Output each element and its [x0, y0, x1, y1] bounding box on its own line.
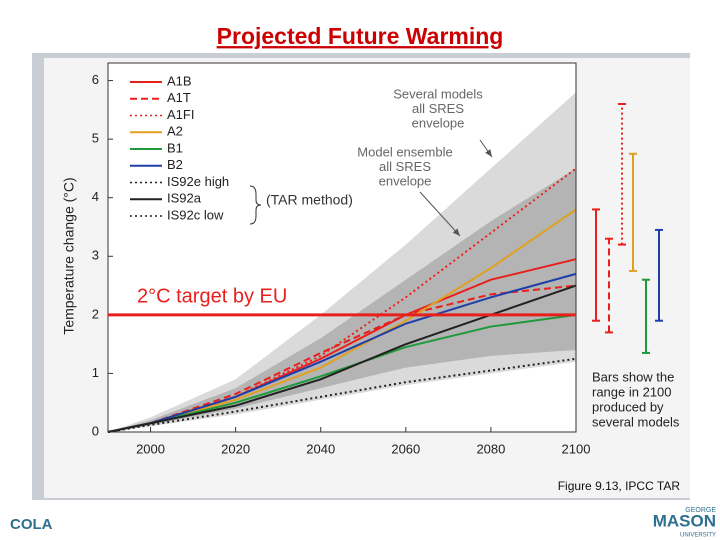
logo-left: COLA — [10, 516, 53, 533]
legend-label: IS92e high — [167, 174, 229, 189]
y-tick-label: 2 — [92, 306, 99, 321]
y-tick-label: 3 — [92, 248, 99, 263]
y-axis-label: Temperature change (°C) — [61, 177, 77, 334]
envelope-label: Model ensemble — [357, 144, 452, 159]
series-line — [107, 284, 577, 433]
y-tick-label: 5 — [92, 131, 99, 146]
logo-right-bottom: UNIVERSITY — [680, 533, 716, 539]
envelope-label: Several models — [393, 86, 483, 101]
envelope-label: all SRES — [412, 101, 464, 116]
series-line — [107, 357, 577, 433]
x-tick-label: 2040 — [306, 441, 335, 456]
envelope-label: envelope — [379, 173, 432, 188]
bracket — [249, 185, 262, 225]
legend-label: A1B — [167, 73, 192, 88]
range-note: produced by — [592, 399, 664, 414]
envelope-label: all SRES — [379, 159, 431, 174]
annotation-arrow — [419, 191, 461, 237]
y-tick-label: 6 — [92, 72, 99, 87]
arrow-head — [485, 149, 492, 157]
legend-label: IS92c low — [167, 207, 224, 222]
arrow-head — [452, 228, 460, 236]
x-tick-label: 2080 — [476, 441, 505, 456]
reference-label: 2°C target by EU — [137, 285, 287, 307]
legend-label: B2 — [167, 157, 183, 172]
logo-right-main: MASON — [653, 511, 716, 530]
plot — [107, 92, 577, 433]
y-tick-label: 1 — [92, 365, 99, 380]
range-note: several models — [592, 414, 680, 429]
slide-title: Projected Future Warming — [217, 23, 504, 49]
range-note: Bars show the — [592, 369, 674, 384]
x-tick-label: 2020 — [221, 441, 250, 456]
legend-label: A2 — [167, 124, 183, 139]
x-tick-label: 2000 — [136, 441, 165, 456]
plot-frame — [107, 62, 577, 433]
legend-label: B1 — [167, 140, 183, 155]
y-tick-label: 4 — [92, 189, 99, 204]
y-tick-label: 0 — [92, 423, 99, 438]
x-tick-label: 2060 — [391, 441, 420, 456]
legend-label: A1FI — [167, 107, 194, 122]
legend-label: IS92a — [167, 191, 202, 206]
legend-label: A1T — [167, 90, 191, 105]
bracket-label: (TAR method) — [266, 192, 353, 208]
range-note: range in 2100 — [592, 384, 672, 399]
envelope-label: envelope — [412, 115, 465, 130]
caption: Figure 9.13, IPCC TAR — [558, 479, 681, 493]
series-line — [107, 167, 577, 433]
logo-right-top: GEORGE — [685, 507, 716, 514]
x-tick-label: 2100 — [562, 441, 591, 456]
